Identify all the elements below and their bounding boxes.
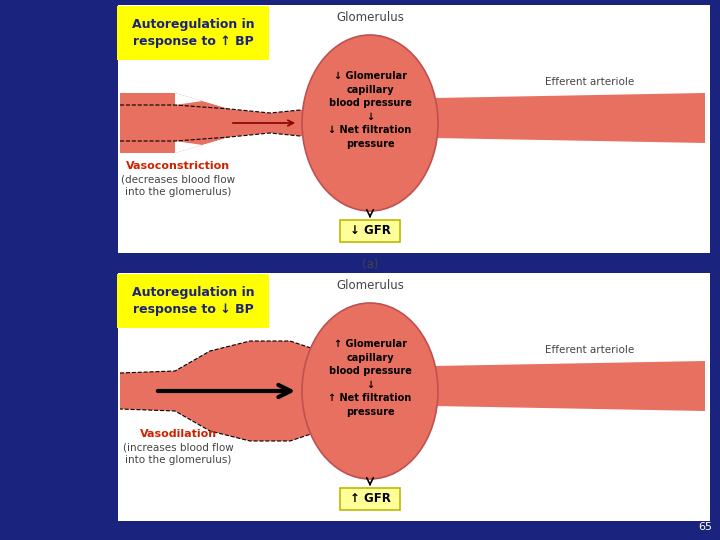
Text: Glomerulus: Glomerulus [336, 11, 404, 24]
FancyBboxPatch shape [340, 220, 400, 242]
Text: ↓ GFR: ↓ GFR [350, 225, 390, 238]
Polygon shape [434, 93, 705, 143]
Polygon shape [175, 93, 310, 113]
Text: (decreases blood flow
into the glomerulus): (decreases blood flow into the glomerulu… [121, 175, 235, 198]
Text: Glomerulus: Glomerulus [336, 279, 404, 292]
Text: Autoregulation in
response to ↑ BP: Autoregulation in response to ↑ BP [132, 18, 254, 48]
Polygon shape [120, 341, 320, 441]
Text: ↓ Glomerular
capillary
blood pressure
↓
↓ Net filtration
pressure: ↓ Glomerular capillary blood pressure ↓ … [328, 71, 412, 149]
FancyBboxPatch shape [117, 6, 269, 60]
Text: Autoregulation in
response to ↓ BP: Autoregulation in response to ↓ BP [132, 286, 254, 316]
Bar [118, 273, 710, 521]
Text: Afferent arteriole: Afferent arteriole [175, 45, 265, 55]
FancyBboxPatch shape [340, 488, 400, 510]
Text: ↑ Glomerular
capillary
blood pressure
↓
↑ Net filtration
pressure: ↑ Glomerular capillary blood pressure ↓ … [328, 339, 412, 417]
Polygon shape [434, 361, 705, 411]
Text: ↑ GFR: ↑ GFR [350, 492, 390, 505]
Text: Efferent arteriole: Efferent arteriole [545, 77, 634, 87]
Text: Vasodilation: Vasodilation [140, 429, 217, 439]
Text: (increases blood flow
into the glomerulus): (increases blood flow into the glomerulu… [122, 443, 233, 465]
Polygon shape [120, 93, 310, 153]
Text: Afferent arteriole: Afferent arteriole [175, 313, 265, 323]
Ellipse shape [302, 35, 438, 211]
Text: Vasoconstriction: Vasoconstriction [126, 161, 230, 171]
Text: (a): (a) [361, 258, 378, 271]
Text: Efferent arteriole: Efferent arteriole [545, 345, 634, 355]
Text: 65: 65 [698, 522, 712, 532]
FancyBboxPatch shape [117, 274, 269, 328]
Ellipse shape [302, 303, 438, 479]
Bar [118, 5, 710, 253]
Polygon shape [175, 133, 310, 153]
